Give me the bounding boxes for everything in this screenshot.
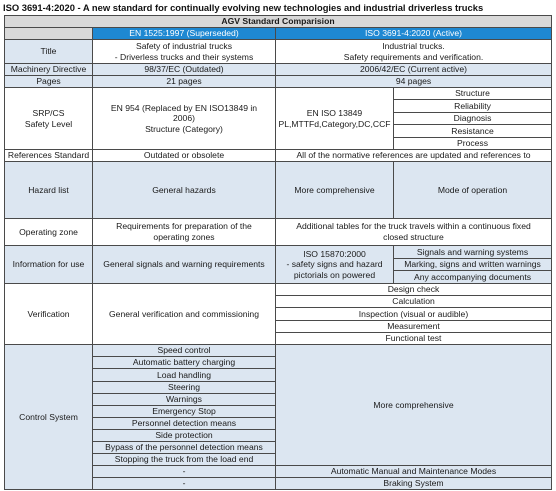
control-item-side: Side protection — [93, 430, 276, 442]
control-item-personnel: Personnel detection means — [93, 418, 276, 430]
info-new-line-3: pictorials on powered — [293, 269, 376, 280]
srp-item-diagnosis: Diagnosis — [394, 113, 552, 125]
verification-item-calculation: Calculation — [276, 296, 552, 308]
srp-item-structure: Structure — [394, 88, 552, 100]
info-old: General signals and warning requirements — [93, 246, 276, 284]
document-title: ISO 3691-4:2020 - A new standard for con… — [3, 2, 484, 13]
info-item-documents: Any accompanying documents — [394, 271, 552, 284]
references-new: All of the normative references are upda… — [276, 150, 552, 162]
control-new-braking: Braking System — [276, 478, 552, 490]
srp-item-reliability: Reliability — [394, 100, 552, 113]
srp-new-line-1: EN ISO 13849 — [306, 107, 363, 118]
zone-new-line-1: Additional tables for the truck travels … — [296, 221, 531, 232]
references-old: Outdated or obsolete — [93, 150, 276, 162]
title-old-line-2: - Driverless trucks and their systems — [114, 51, 254, 62]
info-new-line-1: ISO 15870:2000 — [303, 248, 366, 259]
srp-item-process: Process — [394, 138, 552, 150]
srp-item-resistance: Resistance — [394, 125, 552, 138]
row-label-pages: Pages — [4, 76, 93, 88]
machinery-old: 98/37/EC (Outdated) — [93, 64, 276, 76]
control-item-speed: Speed control — [93, 345, 276, 357]
verification-item-inspection: Inspection (visual or audible) — [276, 308, 552, 321]
zone-new-cell: Additional tables for the truck travels … — [276, 219, 552, 246]
control-item-load: Load handling — [93, 369, 276, 382]
table-heading: AGV Standard Comparision — [4, 15, 552, 28]
column-header-old: EN 1525:1997 (Superseded) — [93, 28, 276, 40]
row-label-control: Control System — [4, 345, 93, 490]
zone-new-line-2: closed structure — [383, 232, 444, 242]
control-new-modes: Automatic Manual and Maintenance Modes — [276, 466, 552, 478]
srp-new-cell: EN ISO 13849 PL,MTTFd,Category,DC,CCF — [276, 88, 394, 150]
row-label-references: References Standard — [4, 150, 93, 162]
hazard-new-comprehensive: More comprehensive — [276, 162, 394, 219]
info-new-cell: ISO 15870:2000 - safety signs and hazard… — [276, 246, 394, 284]
verification-old: General verification and commissioning — [93, 284, 276, 345]
row-label-info: Information for use — [4, 246, 93, 284]
info-item-signals: Signals and warning systems — [394, 246, 552, 259]
row-label-srp: SRP/CS Safety Level — [4, 88, 93, 150]
zone-old-line-1: Requirements for preparation of the — [116, 221, 252, 232]
row-label-machinery: Machinery Directive — [4, 64, 93, 76]
zone-old-line-2: operating zones — [153, 232, 215, 242]
title-old-cell: Safety of industrial trucks - Driverless… — [93, 40, 276, 64]
info-new-line-2: - safety signs and hazard — [286, 259, 383, 270]
column-header-new: ISO 3691-4:2020 (Active) — [276, 28, 552, 40]
verification-item-measurement: Measurement — [276, 321, 552, 333]
srp-old-line-3: Structure (Category) — [145, 123, 223, 134]
title-new-cell: Industrial trucks. Safety requirements a… — [276, 40, 552, 64]
hazard-new-mode: Mode of operation — [394, 162, 552, 219]
srp-label-line-2: Safety Level — [24, 118, 73, 129]
machinery-new: 2006/42/EC (Current active) — [276, 64, 552, 76]
title-new-line-2: Safety requirements and verification. — [343, 51, 484, 62]
srp-new-line-2: PL,MTTFd,Category,DC,CCF — [278, 118, 391, 129]
srp-old-line-1: EN 954 (Replaced by EN ISO13849 in — [110, 102, 258, 113]
control-item-dash-2: - — [93, 478, 276, 490]
control-item-stopping: Stopping the truck from the load end — [93, 454, 276, 466]
title-old-line-1: Safety of industrial trucks — [135, 40, 232, 51]
srp-label-line-1: SRP/CS — [32, 107, 65, 118]
hazard-old: General hazards — [93, 162, 276, 219]
control-item-steering: Steering — [93, 382, 276, 394]
verification-item-design: Design check — [276, 284, 552, 296]
header-label-empty — [4, 28, 93, 40]
zone-old-cell: Requirements for preparation of the oper… — [93, 219, 276, 246]
row-label-title: Title — [4, 40, 93, 64]
srp-old-line-2: 2006) — [173, 113, 195, 124]
title-new-line-1: Industrial trucks. — [382, 40, 445, 51]
row-label-hazard: Hazard list — [4, 162, 93, 219]
control-item-estop: Emergency Stop — [93, 406, 276, 418]
srp-old-cell: EN 954 (Replaced by EN ISO13849 in 2006)… — [93, 88, 276, 150]
pages-new: 94 pages — [276, 76, 552, 88]
pages-old: 21 pages — [93, 76, 276, 88]
row-label-verification: Verification — [4, 284, 93, 345]
row-label-zone: Operating zone — [4, 219, 93, 246]
control-item-bypass: Bypass of the personnel detection means — [93, 442, 276, 454]
verification-item-functional: Functional test — [276, 333, 552, 345]
control-item-dash-1: - — [93, 466, 276, 478]
control-new-comprehensive: More comprehensive — [276, 345, 552, 466]
control-item-warnings: Warnings — [93, 394, 276, 406]
control-item-battery: Automatic battery charging — [93, 357, 276, 369]
info-item-marking: Marking, signs and written warnings — [394, 259, 552, 271]
